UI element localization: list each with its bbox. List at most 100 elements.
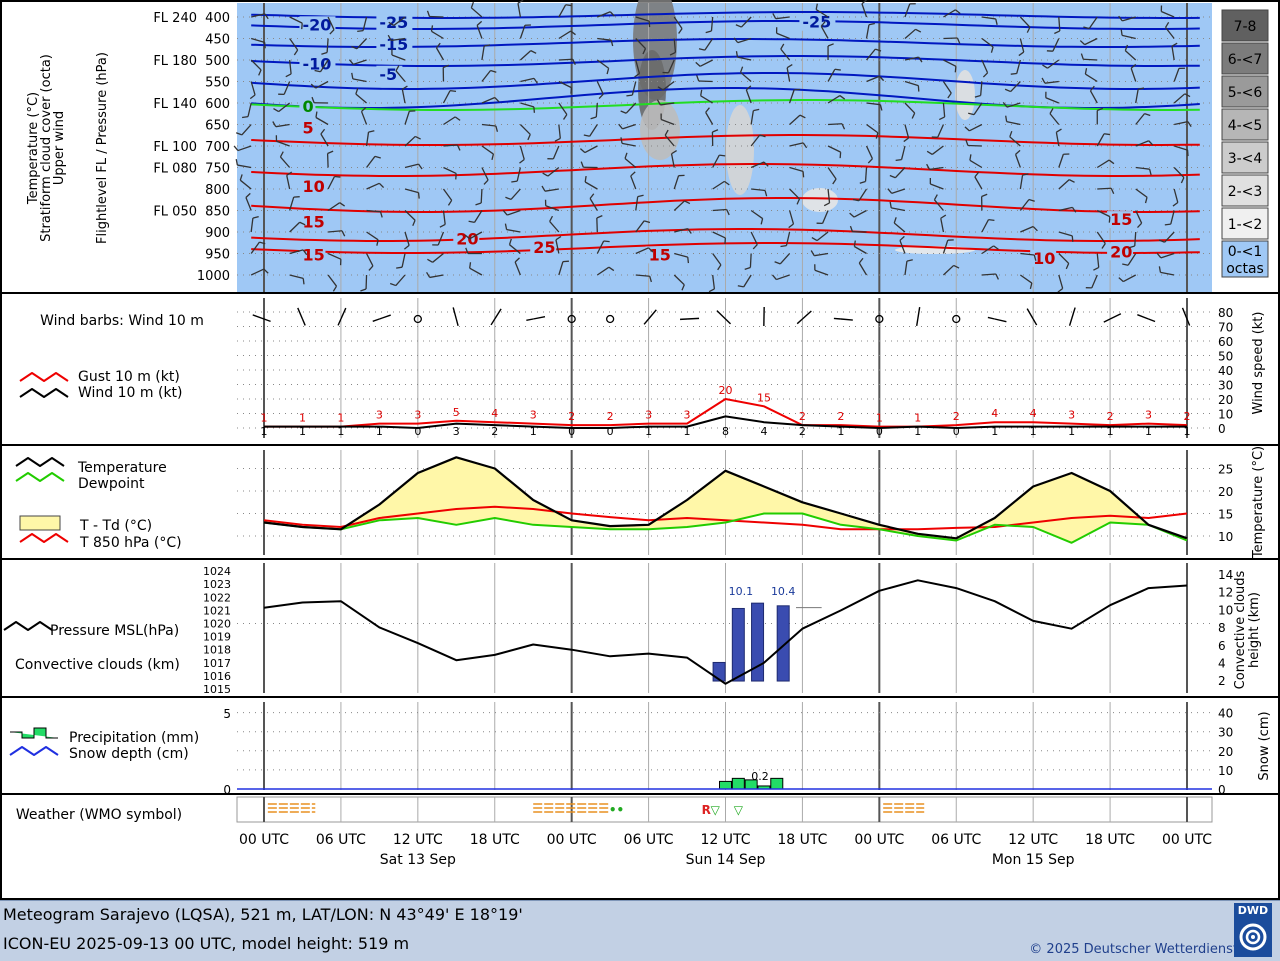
footer-copyright[interactable]: © 2025 Deutscher Wetterdienst	[1029, 942, 1238, 957]
wind-ytick-label: 40	[1218, 364, 1233, 378]
cloud-legend-label: 5-<6	[1228, 85, 1263, 101]
pressure-legend-icon	[4, 622, 52, 630]
surface-wind-barb-tail	[1149, 319, 1156, 322]
gust-value-label: 3	[1145, 409, 1152, 422]
gust-value-label: 15	[757, 391, 771, 404]
wind-legend-label: Wind 10 m (kt)	[78, 385, 183, 401]
gust-value-label: 5	[453, 406, 460, 419]
wind-value-label: 1	[645, 425, 652, 438]
wind-value-label: 0	[568, 425, 575, 438]
wind-title: Wind barbs: Wind 10 m	[40, 313, 204, 329]
pressure-ytick-label: 1020	[203, 618, 231, 631]
gust-value-label: 4	[1030, 407, 1037, 420]
cloud-legend-label: 0-<1	[1228, 244, 1263, 260]
surface-wind-barb	[1072, 308, 1076, 319]
pressure-ytick-label: 1015	[203, 683, 231, 696]
gust-value-label: 1	[299, 412, 306, 425]
surface-wind-barb	[687, 318, 699, 319]
surface-wind-barb	[1137, 315, 1148, 319]
surface-wind-barb-tail	[834, 318, 841, 319]
wind-ylabel: Wind speed (kt)	[1251, 312, 1266, 415]
upper-wind-barb-feather	[334, 177, 340, 178]
snow-ytick-label: 30	[1218, 726, 1233, 740]
upper-wind-barb-feather	[1104, 134, 1110, 135]
cloud-legend-label: 6-<7	[1228, 52, 1263, 68]
conv-legend-label: Convective clouds (km)	[15, 657, 180, 673]
isotherm-label: 10	[302, 177, 324, 196]
wind-value-label: 1	[376, 425, 383, 438]
pressure-level-label: 450	[205, 33, 230, 48]
wind-ytick-label: 60	[1218, 335, 1233, 349]
isotherm-label: 25	[533, 238, 555, 257]
pressure-level-label: 1000	[197, 269, 230, 284]
cloud-legend-label: 4-<5	[1228, 118, 1263, 134]
surface-wind-barb	[995, 319, 1007, 322]
wind-value-label: 1	[837, 425, 844, 438]
wind-ytick-label: 80	[1218, 306, 1233, 320]
upper-wind-barb-feather	[626, 95, 632, 96]
temp-ylabel: Temperature (°C)	[1251, 446, 1266, 559]
upper-wind-barb-feather	[450, 91, 456, 92]
wmo-weather-symbol: ••	[609, 803, 624, 817]
wind-ytick-label: 10	[1218, 408, 1233, 422]
cloud-legend-label: 2-<3	[1228, 184, 1263, 200]
dewpoint-legend-label: Dewpoint	[78, 476, 145, 492]
cloud-legend-label: 3-<4	[1228, 151, 1263, 167]
surface-wind-barb-tail	[373, 319, 380, 321]
precip-ytick-label: 5	[223, 707, 231, 721]
pressure-level-label: 600	[205, 97, 230, 112]
pressure-level-label: 750	[205, 162, 230, 177]
time-tick-label: 12 UTC	[700, 832, 750, 848]
gust-value-label: 3	[645, 409, 652, 422]
surface-wind-barb	[841, 319, 853, 320]
weather-strip	[237, 797, 1212, 822]
wind-value-label: 1	[1145, 425, 1152, 438]
upper-wind-barb-feather	[1121, 29, 1122, 35]
pressure-level-label: 500	[205, 54, 230, 69]
dwd-logo-icon[interactable]: DWD	[1234, 903, 1272, 957]
surface-wind-barb	[453, 307, 456, 319]
snow-legend-icon	[10, 747, 58, 755]
precip-bar	[771, 778, 783, 789]
surface-wind-barb	[533, 317, 545, 319]
day-label: Sat 13 Sep	[380, 852, 456, 868]
wind-ytick-label: 0	[1218, 422, 1226, 436]
flight-level-label: FL 050	[153, 205, 197, 220]
surface-wind-barb	[253, 315, 264, 319]
wind-ytick-label: 30	[1218, 379, 1233, 393]
upper-wind-barb-feather	[566, 5, 572, 6]
isotherm-label: -15	[379, 35, 408, 54]
wind-value-label: 1	[337, 425, 344, 438]
day-label: Mon 15 Sep	[992, 852, 1075, 868]
temperature-legend-icon	[16, 458, 64, 466]
isotherm-label: 0	[302, 97, 313, 116]
wind-value-label: 0	[607, 425, 614, 438]
temp-ytick-label: 15	[1218, 508, 1233, 522]
gust-value-label: 3	[530, 409, 537, 422]
dewpoint-legend-icon	[16, 473, 64, 481]
gust-value-label: 2	[1184, 410, 1191, 423]
cloud-cover-area	[640, 100, 680, 160]
upper-wind-barb-feather	[835, 69, 841, 70]
upper-wind-barb-feather	[511, 181, 517, 182]
time-tick-label: 00 UTC	[239, 832, 289, 848]
time-tick-label: 06 UTC	[624, 832, 674, 848]
snow-ytick-label: 20	[1218, 745, 1233, 759]
pressure-ytick-label: 1019	[203, 631, 231, 644]
gust-value-label: 3	[414, 409, 421, 422]
surface-wind-barb-tail	[917, 319, 918, 326]
upper-wind-barb	[481, 189, 482, 203]
cloud-cover-area	[802, 188, 838, 212]
time-tick-label: 12 UTC	[1008, 832, 1058, 848]
wind-legend-icon	[20, 389, 68, 397]
temp-ytick-label: 20	[1218, 485, 1233, 499]
surface-wind-barb	[379, 315, 390, 319]
gust-value-label: 2	[837, 410, 844, 423]
upper-wind-barb-feather	[803, 171, 804, 177]
cloud-cover-area	[955, 70, 975, 120]
pressure-level-label: 800	[205, 183, 230, 198]
wind-value-label: 4	[760, 425, 767, 438]
isotherm-label: 20	[456, 229, 478, 248]
upper-wind-barb-feather	[854, 241, 855, 247]
pressure-ytick-label: 1017	[203, 657, 231, 670]
